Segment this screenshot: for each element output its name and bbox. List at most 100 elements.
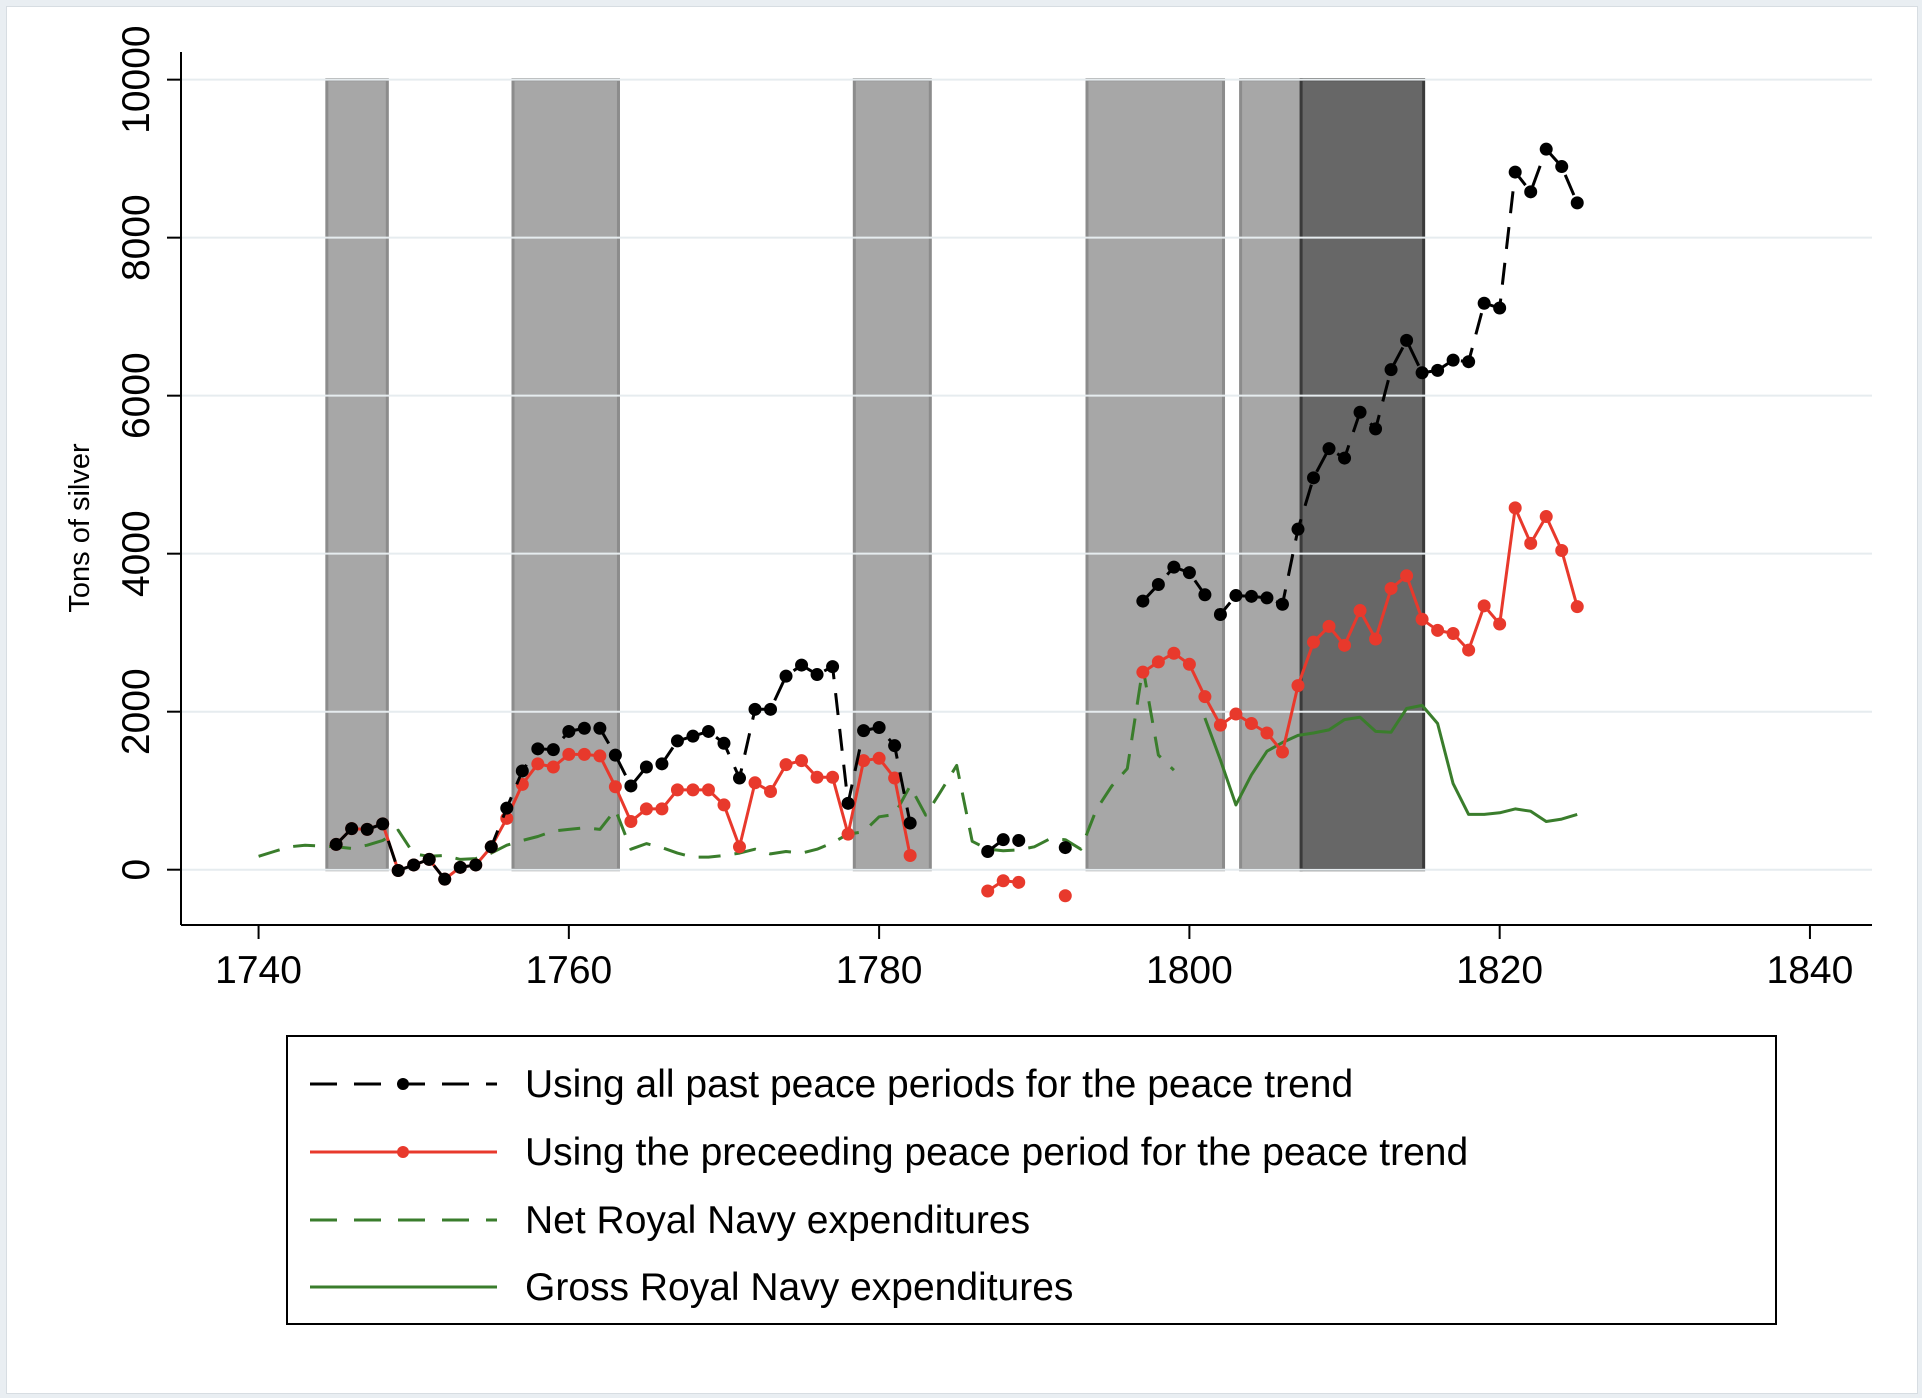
- legend-label: Net Royal Navy expenditures: [525, 1199, 1030, 1242]
- data-point: [624, 815, 638, 829]
- series-4: [1203, 703, 1578, 823]
- data-point: [1167, 646, 1181, 660]
- data-point: [872, 751, 886, 765]
- data-point: [639, 760, 653, 774]
- data-point: [1058, 841, 1072, 855]
- data-point: [1229, 589, 1243, 603]
- data-point: [562, 747, 576, 761]
- data-point: [1415, 366, 1429, 380]
- data-point: [546, 760, 560, 774]
- data-point: [1555, 544, 1569, 558]
- data-point: [857, 724, 871, 738]
- data-point: [376, 817, 390, 831]
- data-point: [1167, 560, 1181, 574]
- legend-entry-preceeding-peace: Using the preceeding peace period for th…: [310, 1131, 1468, 1174]
- data-point: [1012, 833, 1026, 847]
- data-point: [1244, 717, 1258, 731]
- data-point: [795, 754, 809, 768]
- legend-marker-red: [397, 1146, 409, 1158]
- legend-entry-all-past-peace: Using all past peace periods for the pea…: [310, 1063, 1353, 1106]
- series-line: [258, 665, 1175, 861]
- data-point: [1431, 363, 1445, 377]
- data-point: [1415, 612, 1429, 626]
- series-3: [258, 665, 1175, 861]
- data-point: [888, 739, 902, 753]
- data-point: [1446, 626, 1460, 640]
- data-point: [996, 833, 1010, 847]
- y-axis-ticks: 0 2000 4000 6000 8000 10000: [115, 25, 181, 881]
- data-point: [577, 721, 591, 735]
- data-point: [1275, 745, 1289, 759]
- data-point: [1307, 635, 1321, 649]
- data-point: [577, 747, 591, 761]
- data-point: [1136, 665, 1150, 679]
- data-point: [639, 802, 653, 816]
- data-point: [748, 776, 762, 790]
- data-point: [996, 874, 1010, 888]
- legend-entry-gross-navy: Gross Royal Navy expenditures: [310, 1266, 1073, 1309]
- data-point: [515, 764, 529, 778]
- data-point: [1384, 581, 1398, 595]
- data-point: [1462, 355, 1476, 369]
- data-point: [1198, 588, 1212, 602]
- legend-box: [286, 1035, 1777, 1325]
- data-point: [1570, 196, 1584, 210]
- data-point: [686, 729, 700, 743]
- data-point: [1213, 718, 1227, 732]
- data-point: [981, 884, 995, 898]
- data-point: [1198, 690, 1212, 704]
- data-point: [329, 837, 343, 851]
- data-point: [1291, 522, 1305, 536]
- legend-entry-net-navy: Net Royal Navy expenditures: [310, 1199, 1030, 1242]
- data-point: [360, 822, 374, 836]
- data-point: [670, 783, 684, 797]
- data-point: [1213, 608, 1227, 622]
- war-band-6: [1299, 78, 1426, 872]
- legend-label: Using the preceeding peace period for th…: [525, 1131, 1468, 1174]
- data-point: [981, 845, 995, 859]
- legend-label: Using all past peace periods for the pea…: [525, 1063, 1353, 1106]
- data-point: [748, 702, 762, 716]
- series-line: [1203, 703, 1578, 823]
- data-point: [593, 721, 607, 735]
- data-point: [500, 801, 514, 815]
- data-point: [717, 736, 731, 750]
- war-band-1: [325, 78, 389, 872]
- series-line: [335, 663, 912, 881]
- y-tick-label: 4000: [115, 510, 158, 597]
- data-point: [1477, 296, 1491, 310]
- data-point: [717, 798, 731, 812]
- data-point: [903, 848, 917, 862]
- data-point: [1524, 185, 1538, 199]
- data-point: [1322, 442, 1336, 456]
- data-point: [391, 863, 405, 877]
- data-point: [469, 858, 483, 872]
- line-chart: 1740 1760 1780 1800 1820 1840 0 2000 4000 6000 80…: [64, 25, 1872, 1325]
- data-point: [1058, 889, 1072, 903]
- data-point: [407, 858, 421, 872]
- data-point: [764, 702, 778, 716]
- data-point: [888, 771, 902, 785]
- data-point: [1493, 617, 1507, 631]
- axes: [180, 52, 1872, 926]
- data-point: [1570, 600, 1584, 614]
- data-point: [1260, 591, 1274, 605]
- data-point: [841, 796, 855, 810]
- data-point: [438, 872, 452, 886]
- data-point: [779, 758, 793, 772]
- data-point: [1260, 726, 1274, 740]
- data-point: [1508, 165, 1522, 179]
- data-point: [826, 660, 840, 674]
- war-band-2: [511, 78, 620, 872]
- data-point: [546, 743, 560, 757]
- data-point: [593, 749, 607, 763]
- data-point: [562, 724, 576, 738]
- data-point: [1151, 655, 1165, 669]
- chart-frame: 1740 1760 1780 1800 1820 1840 0 2000 4000 6000 80…: [6, 6, 1918, 1394]
- data-point: [1136, 594, 1150, 608]
- war-period-bands: [325, 78, 1426, 872]
- data-point: [1524, 536, 1538, 550]
- data-point: [1384, 363, 1398, 377]
- data-point: [1369, 632, 1383, 646]
- data-point: [1275, 597, 1289, 611]
